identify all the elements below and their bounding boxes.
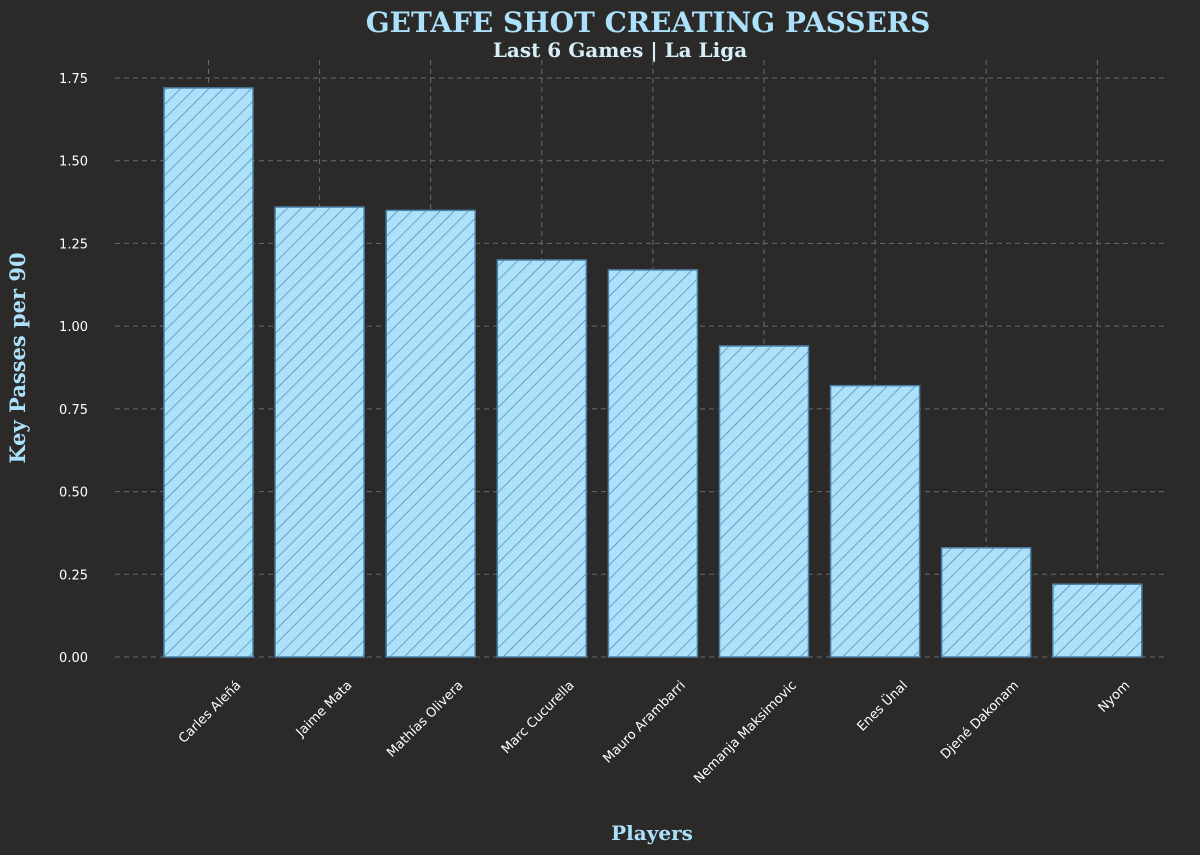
bar-2	[385, 209, 476, 658]
bar-4	[607, 269, 699, 658]
y-tick-label: 0.50	[59, 486, 88, 501]
bar-1	[274, 206, 365, 658]
x-tick-label: Nyom	[1096, 678, 1134, 716]
y-tick-label: 1.00	[59, 320, 88, 335]
bar-5	[718, 345, 810, 658]
x-tick-label: Marc Cucurella	[499, 678, 578, 757]
y-axis-ticks: 0.00 0.25 0.50 0.75 1.00 1.25 1.50 1.75	[59, 72, 88, 666]
bar-8	[1052, 583, 1143, 658]
y-tick-label: 1.50	[59, 155, 88, 170]
bar-6	[829, 384, 921, 658]
bar-0	[163, 87, 254, 658]
y-tick-label: 0.75	[59, 403, 88, 418]
x-tick-label: Carles Aleñá	[176, 678, 244, 746]
y-axis-label: Key Passes per 90	[5, 252, 30, 463]
y-tick-label: 1.25	[59, 237, 88, 252]
x-tick-label: Mauro Arambarri	[601, 678, 689, 766]
bars	[163, 87, 1143, 658]
x-tick-label: Enes Ünal	[853, 677, 911, 735]
x-tick-label: Djené Dakonam	[938, 678, 1022, 762]
bar-3	[496, 259, 588, 658]
x-tick-label: Jaime Mata	[293, 678, 356, 741]
y-tick-label: 0.00	[59, 651, 88, 666]
x-tick-label: Nemanja Maksimovic	[691, 678, 800, 787]
y-tick-label: 1.75	[59, 72, 88, 87]
x-tick-label: Mathías Olivera	[384, 678, 466, 760]
chart-title: GETAFE SHOT CREATING PASSERS	[366, 6, 931, 39]
x-axis-label: Players	[611, 821, 693, 845]
bar-7	[940, 547, 1032, 658]
chart-subtitle: Last 6 Games | La Liga	[493, 38, 747, 62]
y-tick-label: 0.25	[59, 568, 88, 583]
x-axis-ticks: Carles Aleñá Jaime Mata Mathías Olivera Mar…	[176, 677, 1133, 787]
